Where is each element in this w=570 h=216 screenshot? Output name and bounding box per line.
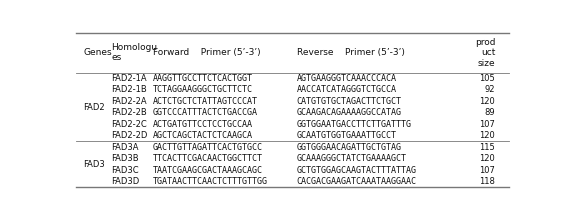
Text: ACTCTGCTCTATTAGTCCCAT: ACTCTGCTCTATTAGTCCCAT: [153, 97, 258, 106]
Text: AGTGAAGGGTCAAACCCACA: AGTGAAGGGTCAAACCCACA: [296, 74, 397, 83]
Text: FAD3: FAD3: [84, 160, 105, 169]
Text: GCAAAGGGCTATCTGAAAAGCT: GCAAAGGGCTATCTGAAAAGCT: [296, 154, 406, 163]
Text: Homologu
es: Homologu es: [111, 43, 157, 62]
Text: GGTGGAATGACCTTCTTGATTTG: GGTGGAATGACCTTCTTGATTTG: [296, 120, 412, 129]
Text: 115: 115: [479, 143, 495, 152]
Text: GACTTGTTAGATTCACTGTGCC: GACTTGTTAGATTCACTGTGCC: [153, 143, 263, 152]
Text: AAGGTTGCCTTCTCACTGGT: AAGGTTGCCTTCTCACTGGT: [153, 74, 253, 83]
Text: CACGACGAAGATCAAATAAGGAAC: CACGACGAAGATCAAATAAGGAAC: [296, 177, 417, 186]
Text: Reverse    Primer (5’-3’): Reverse Primer (5’-3’): [296, 48, 405, 57]
Text: TCTAGGAAGGGCTGCTTCTC: TCTAGGAAGGGCTGCTTCTC: [153, 86, 253, 94]
Text: 92: 92: [485, 86, 495, 94]
Text: 89: 89: [484, 108, 495, 117]
Text: FAD2-2C: FAD2-2C: [111, 120, 146, 129]
Text: GCAAGACAGAAAAGGCCATAG: GCAAGACAGAAAAGGCCATAG: [296, 108, 401, 117]
Text: Forward    Primer (5’-3’): Forward Primer (5’-3’): [153, 48, 260, 57]
Text: FAD2-1B: FAD2-1B: [111, 86, 146, 94]
Text: FAD3D: FAD3D: [111, 177, 139, 186]
Text: Genes: Genes: [84, 48, 112, 57]
Text: FAD2-2D: FAD2-2D: [111, 131, 148, 140]
Text: 120: 120: [479, 97, 495, 106]
Text: FAD2: FAD2: [84, 103, 105, 112]
Text: AACCATCATAGGGTCTGCCA: AACCATCATAGGGTCTGCCA: [296, 86, 397, 94]
Text: GGTCCCATTTACTCTGACCGA: GGTCCCATTTACTCTGACCGA: [153, 108, 258, 117]
Text: FAD2-2B: FAD2-2B: [111, 108, 146, 117]
Text: FAD3B: FAD3B: [111, 154, 139, 163]
Text: TGATAACTTCAACTCTTTGTTGG: TGATAACTTCAACTCTTTGTTGG: [153, 177, 268, 186]
Text: 107: 107: [479, 120, 495, 129]
Text: GGTGGGAACAGATTGCTGTAG: GGTGGGAACAGATTGCTGTAG: [296, 143, 401, 152]
Text: TAATCGAAGCGACTAAAGCAGC: TAATCGAAGCGACTAAAGCAGC: [153, 166, 263, 175]
Text: AGCTCAGCTACTCTCAAGCA: AGCTCAGCTACTCTCAAGCA: [153, 131, 253, 140]
Text: GCAATGTGGTGAAATTGCCT: GCAATGTGGTGAAATTGCCT: [296, 131, 397, 140]
Text: 120: 120: [479, 131, 495, 140]
Text: TTCACTTCGACAACTGGCTTCT: TTCACTTCGACAACTGGCTTCT: [153, 154, 263, 163]
Text: FAD2-1A: FAD2-1A: [111, 74, 146, 83]
Text: CATGTGTGCTAGACTTCTGCT: CATGTGTGCTAGACTTCTGCT: [296, 97, 401, 106]
Text: GCTGTGGAGCAAGTACTTTATTAG: GCTGTGGAGCAAGTACTTTATTAG: [296, 166, 417, 175]
Text: 118: 118: [479, 177, 495, 186]
Text: 120: 120: [479, 154, 495, 163]
Text: ACTGATGTTCCTCCTGCCAA: ACTGATGTTCCTCCTGCCAA: [153, 120, 253, 129]
Text: FAD3A: FAD3A: [111, 143, 139, 152]
Text: FAD3C: FAD3C: [111, 166, 139, 175]
Text: 107: 107: [479, 166, 495, 175]
Text: prod
uct
size: prod uct size: [475, 38, 495, 68]
Text: FAD2-2A: FAD2-2A: [111, 97, 146, 106]
Text: 105: 105: [479, 74, 495, 83]
